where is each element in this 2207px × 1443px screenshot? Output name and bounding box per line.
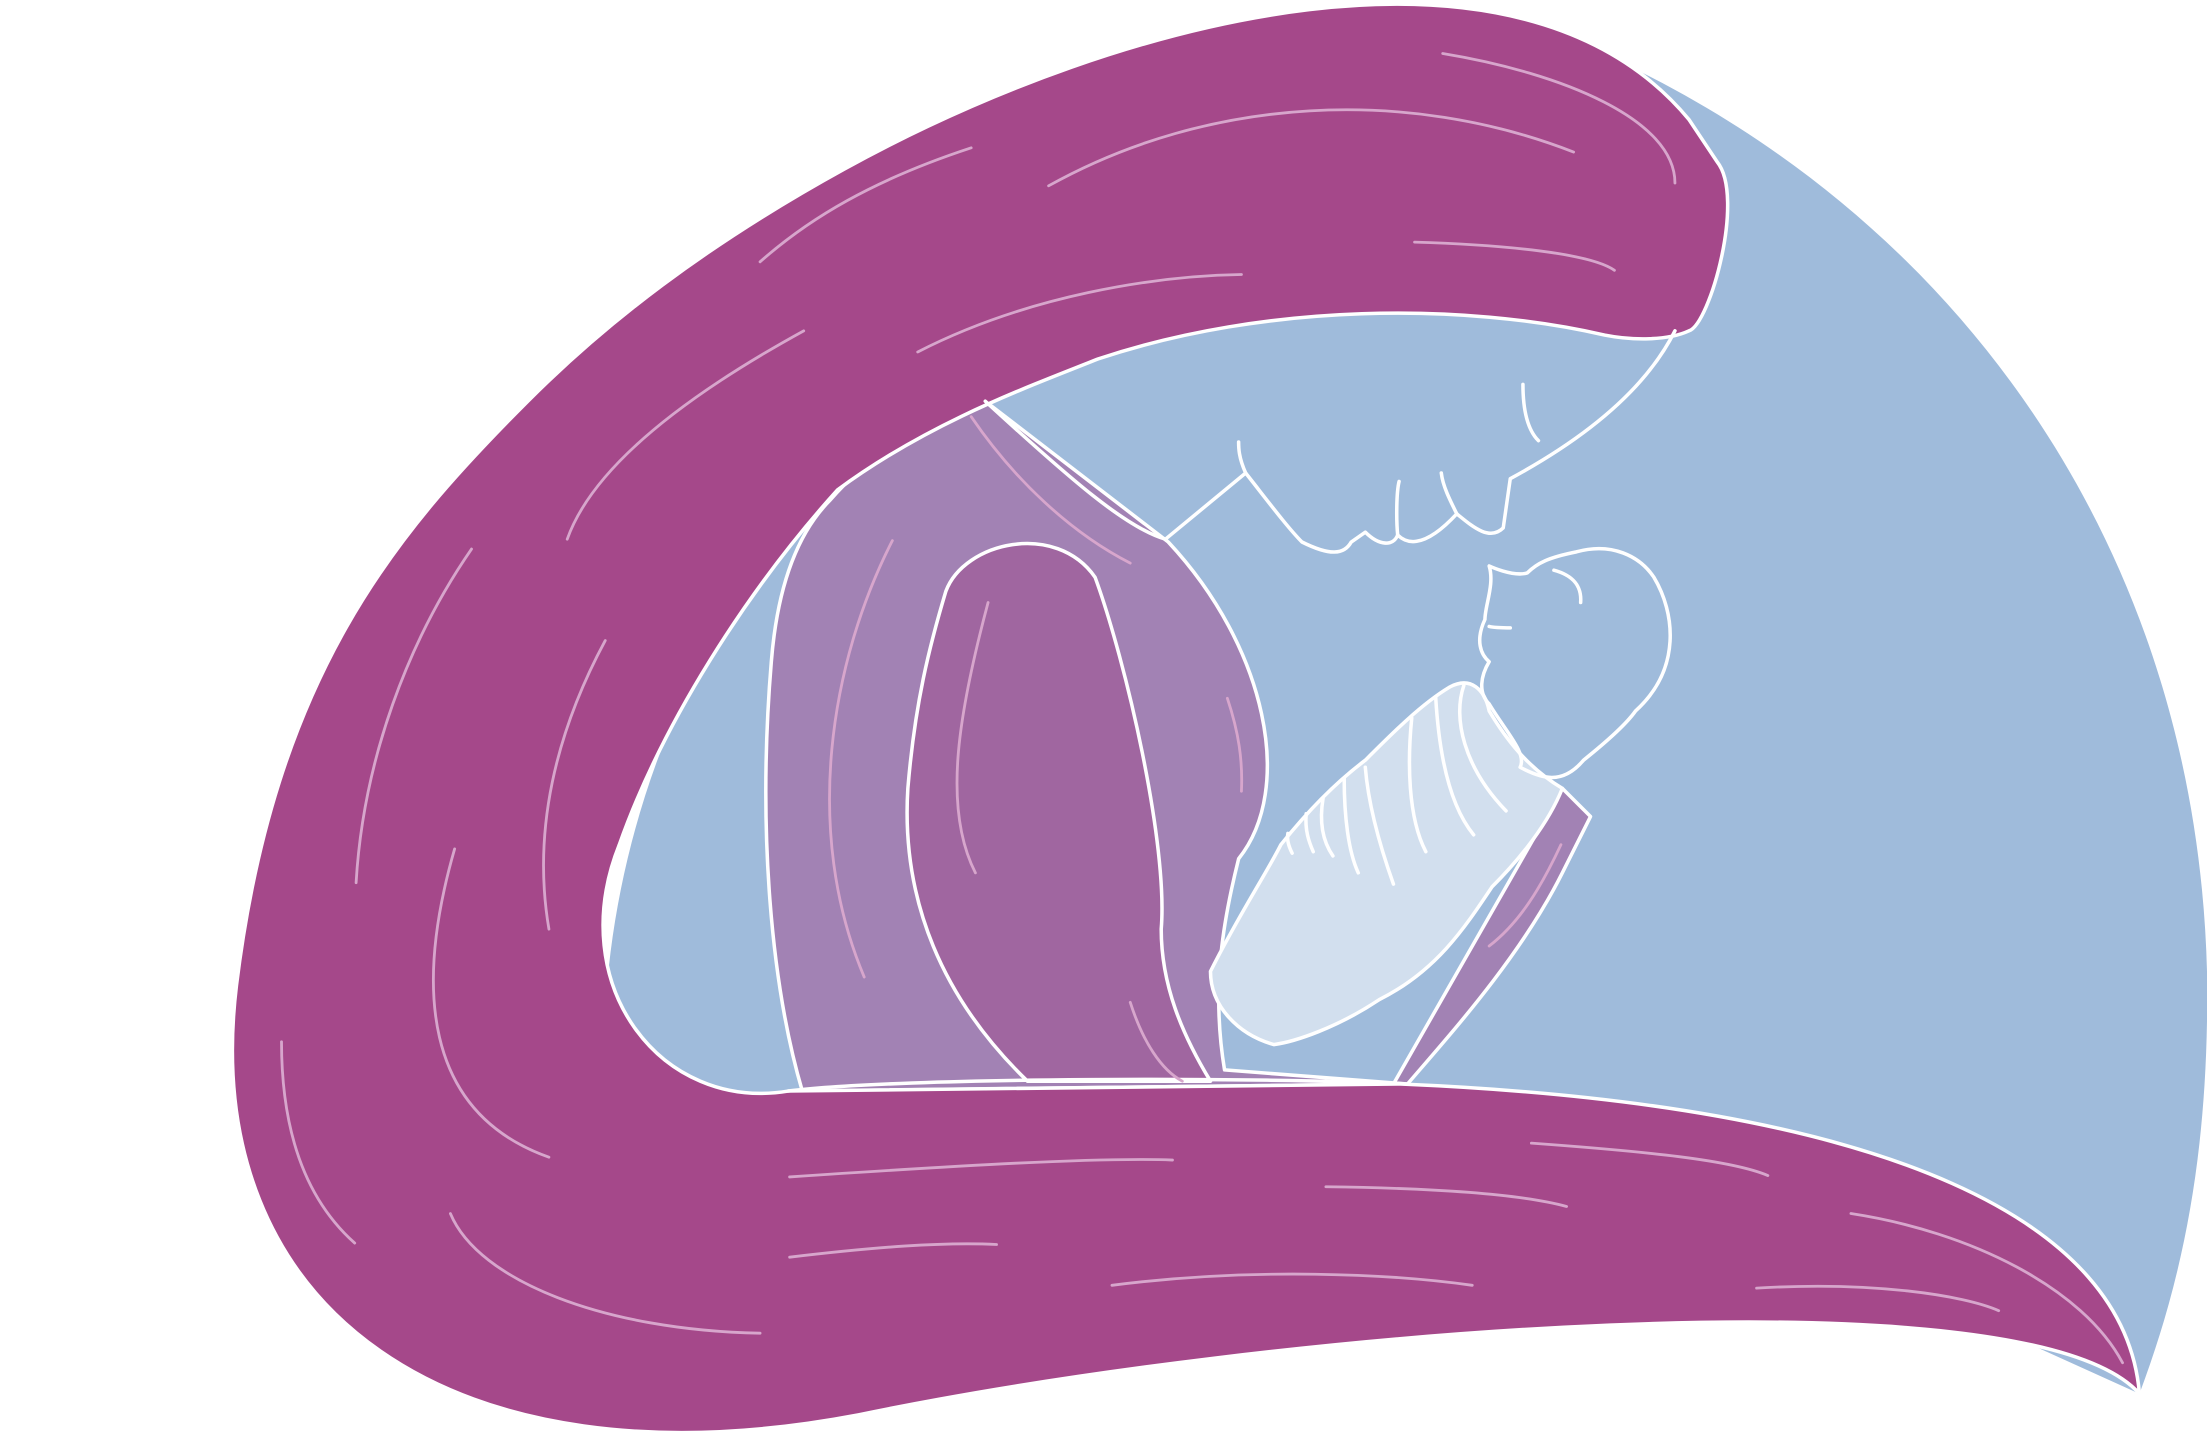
magenta-fold-line xyxy=(786,1077,1410,1093)
magenta-texture-lines xyxy=(280,52,2124,1365)
hand-outline xyxy=(1477,546,1672,780)
outer-magenta-shape xyxy=(230,2,2142,1435)
rib-lines xyxy=(1236,382,1583,886)
head-outline xyxy=(983,329,1677,554)
middle-purple-shape xyxy=(905,541,1213,1083)
